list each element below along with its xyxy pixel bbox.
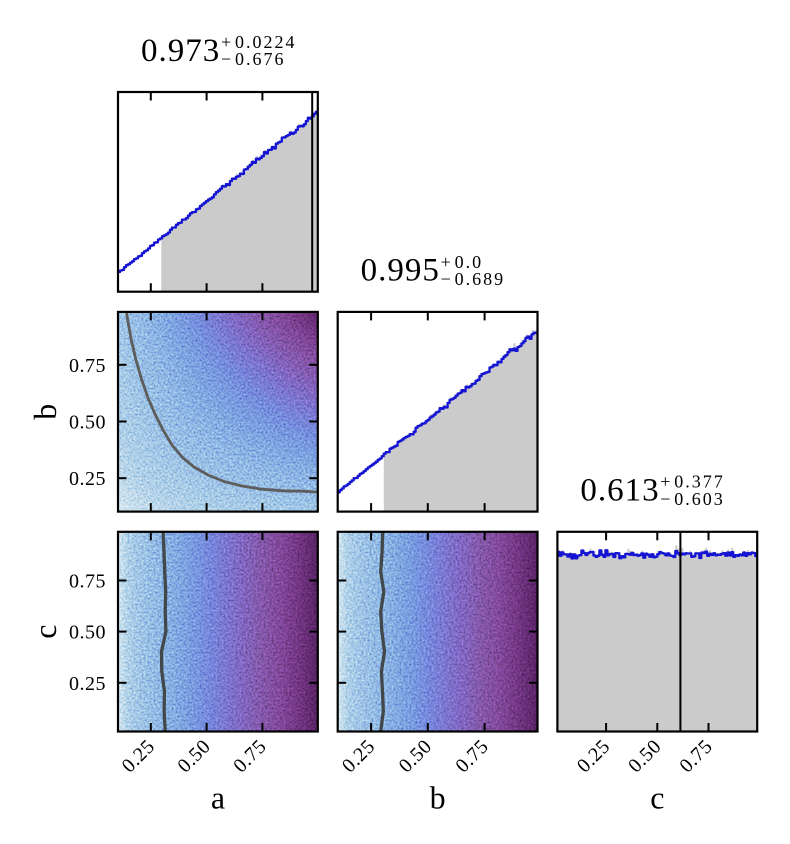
- svg-text:0.25: 0.25: [69, 673, 106, 695]
- svg-text:a: a: [211, 780, 225, 816]
- svg-text:0.75: 0.75: [69, 571, 106, 593]
- svg-text:+: +: [660, 472, 670, 492]
- svg-text:0.75: 0.75: [69, 355, 106, 377]
- svg-text:0.995: 0.995: [361, 253, 440, 289]
- svg-text:+: +: [221, 32, 231, 52]
- svg-text:c: c: [27, 624, 63, 638]
- svg-text:c: c: [650, 780, 664, 816]
- svg-text:0.0224: 0.0224: [235, 32, 297, 52]
- svg-text:0.377: 0.377: [674, 472, 725, 492]
- svg-text:0.613: 0.613: [580, 473, 659, 509]
- svg-text:−: −: [441, 269, 451, 289]
- svg-text:−: −: [221, 49, 231, 69]
- svg-text:0.676: 0.676: [235, 49, 286, 69]
- svg-text:b: b: [27, 404, 63, 420]
- svg-text:0.50: 0.50: [69, 412, 106, 434]
- svg-text:0.50: 0.50: [69, 622, 106, 644]
- svg-text:−: −: [660, 489, 670, 509]
- svg-text:0.689: 0.689: [455, 269, 506, 289]
- svg-text:0.973: 0.973: [141, 33, 220, 69]
- svg-text:0.0: 0.0: [455, 252, 484, 272]
- svg-text:b: b: [430, 780, 446, 816]
- svg-text:0.603: 0.603: [674, 489, 725, 509]
- svg-text:0.25: 0.25: [69, 468, 106, 490]
- svg-text:+: +: [441, 252, 451, 272]
